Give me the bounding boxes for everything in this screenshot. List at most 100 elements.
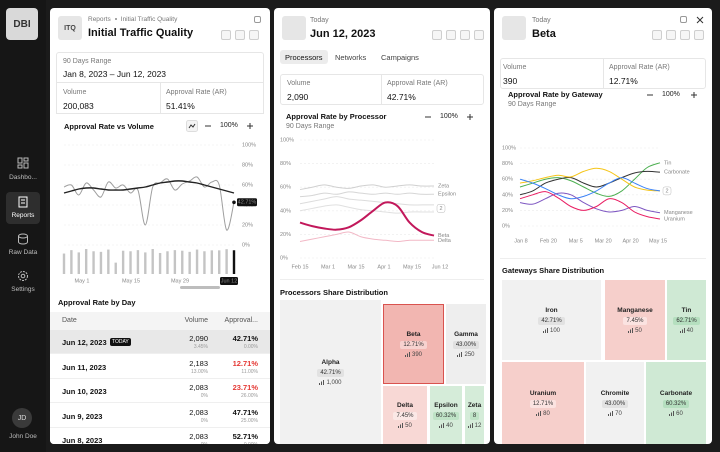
treemap-tile[interactable]: Manganese 7.45% 50 [605, 280, 665, 360]
today-badge: TODAY [110, 338, 131, 346]
value-tag [237, 198, 257, 207]
volume-bar [144, 252, 147, 274]
table-title: Approval Rate by Day [58, 298, 136, 307]
treemap-tile[interactable]: Beta 12.71% 390 [383, 304, 444, 384]
column-header[interactable]: Volume [184, 317, 208, 324]
zoom-in[interactable] [464, 111, 476, 123]
volume-bar [121, 250, 125, 274]
volume-bar [70, 250, 73, 274]
zoom-out[interactable] [422, 111, 434, 123]
action-button[interactable] [652, 30, 662, 40]
divider [280, 279, 484, 280]
y-tick-label: 100% [280, 137, 294, 143]
treemap-tile[interactable]: Epsilon 60.32% 40 [430, 386, 462, 444]
series-line [63, 180, 235, 194]
column-header[interactable]: Approval... [224, 317, 258, 324]
nav-item[interactable]: Settings [11, 286, 35, 293]
chart-subtitle: 90 Days Range [286, 123, 335, 130]
action-button[interactable] [249, 30, 259, 40]
volume-bar [218, 250, 221, 274]
tile-count-value: 390 [411, 351, 422, 358]
action-button[interactable] [432, 30, 442, 40]
logo[interactable]: DBI [6, 8, 38, 40]
series-line [299, 204, 434, 214]
action-button[interactable] [666, 30, 676, 40]
breadcrumb-item[interactable]: Reports [88, 16, 111, 23]
table-row[interactable]: Jun 9, 2023 2,083 0% 47.71% 25.00% [50, 403, 270, 428]
trend-toggle[interactable] [186, 120, 198, 132]
volume-bar [232, 250, 236, 274]
treemap-tile[interactable]: Carbonate 60.32% 60 [646, 362, 706, 444]
volume-bar [203, 251, 206, 274]
row-rate-change: 26.00% [241, 393, 258, 399]
tile-count-value: 100 [549, 327, 560, 334]
nav-item[interactable]: Dashbo... [9, 174, 37, 181]
metric-label: Volume [287, 80, 311, 87]
chart: 100% 80% 60% 40% 20% 0%Feb 15 Mar 1 Mar 15 Apr 1… [280, 137, 456, 270]
tile-count: 100 [542, 327, 560, 334]
row-volume: 2,083 [189, 383, 208, 392]
action-button[interactable] [235, 30, 245, 40]
treemap-tile[interactable]: Alpha 42.71% 1,000 [280, 300, 381, 444]
x-tick-label: Jan 8 [514, 238, 527, 244]
sidebar: DBI Dashbo... Reports Raw Data Settings … [0, 0, 46, 452]
tile-count-value: 70 [615, 410, 622, 417]
zoom-out[interactable] [202, 120, 214, 132]
action-button[interactable] [680, 30, 690, 40]
row-volume: 2,183 [189, 358, 208, 368]
series-line [519, 177, 661, 200]
column-header[interactable]: Date [62, 317, 77, 324]
treemap-tile[interactable]: Uranium 12.71% 80 [502, 362, 584, 444]
count-icon [404, 352, 410, 357]
scrollbar[interactable] [180, 286, 220, 289]
volume-bar [173, 250, 177, 274]
metric-label: Approval Rate (AR) [387, 80, 448, 87]
tile-rate: 12.71% [529, 399, 557, 408]
tile-name: Tin [681, 306, 692, 314]
y-tick-label: 80% [502, 161, 513, 167]
volume-bar [99, 251, 103, 274]
tile-count: 1,000 [319, 380, 342, 386]
treemap-tile[interactable]: Iron 42.71% 100 [502, 280, 601, 360]
expand-button[interactable] [254, 16, 261, 23]
volume-bar [151, 249, 154, 274]
treemap-tile[interactable]: Zeta 8 12 [465, 386, 484, 444]
table-row[interactable]: Jun 10, 2023 2,083 0% 23.71% 26.00% [50, 379, 270, 403]
x-tick-label: Apr 20 [622, 238, 638, 244]
treemap-tile[interactable]: Tin 62.71% 40 [667, 280, 706, 360]
nav-item[interactable]: Reports [11, 212, 35, 219]
action-button[interactable] [460, 30, 470, 40]
expand-button[interactable] [680, 16, 687, 23]
tile-name: Alpha [321, 358, 340, 366]
y-tick-label: 100% [502, 145, 516, 151]
table-row[interactable]: Jun 11, 2023 2,183 13.00% 12.71% 11.00% [50, 354, 270, 379]
avatar[interactable]: JD [12, 408, 32, 428]
action-button[interactable] [694, 30, 704, 40]
action-button[interactable] [221, 30, 231, 40]
action-button[interactable] [474, 30, 484, 40]
x-tick-label: May 15 [122, 278, 140, 284]
close-button[interactable] [696, 16, 704, 24]
nav-item[interactable]: Raw Data [8, 249, 38, 256]
zoom-in[interactable] [244, 120, 256, 132]
volume-bar [92, 251, 95, 274]
tab[interactable]: Processors [285, 53, 323, 62]
table-row[interactable]: Jun 12, 2023 TODAY 2,090 3.45% 42.71% 0.00% [50, 330, 270, 354]
row-rate-change: 11.00% [241, 368, 258, 375]
tab[interactable]: Networks [335, 53, 367, 62]
tab[interactable]: Campaigns [381, 53, 419, 62]
range-label: 90 Days Range [63, 58, 112, 65]
y-tick-label: 80% [280, 161, 291, 167]
treemap-tile[interactable]: Gamma 43.00% 250 [446, 304, 486, 384]
treemap-tile[interactable]: Chromite 43.00% 70 [586, 362, 644, 444]
action-button[interactable] [446, 30, 456, 40]
zoom-in[interactable] [688, 89, 700, 101]
row-rate-change: 0.00% [244, 442, 258, 444]
count-icon [467, 423, 473, 428]
tile-count: 50 [628, 328, 642, 334]
treemap-tile[interactable]: Delta 7.45% 50 [383, 386, 427, 444]
zoom-out[interactable] [644, 89, 656, 101]
series-line [299, 201, 435, 237]
series-line [299, 191, 435, 198]
